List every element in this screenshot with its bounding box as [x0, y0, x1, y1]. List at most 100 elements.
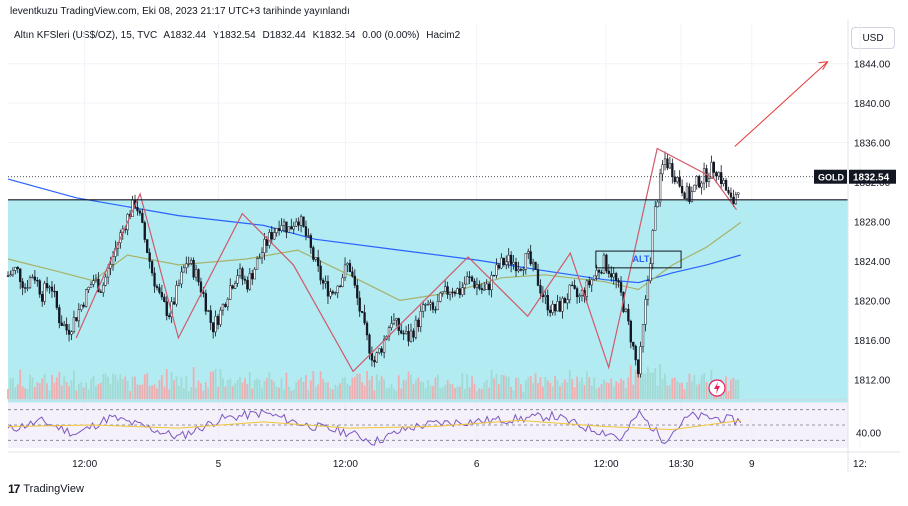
volume-bar [283, 389, 285, 399]
volume-bar [273, 381, 276, 399]
candle-body [75, 317, 78, 322]
open-value: A1832.44 [163, 30, 207, 41]
candle-body [82, 304, 85, 307]
volume-bar [500, 374, 503, 399]
candle-body [480, 288, 483, 291]
volume-bar [412, 383, 415, 399]
volume-bar [424, 388, 427, 399]
volume-bar [148, 385, 151, 399]
candle-body [190, 259, 193, 264]
volume-bar [700, 375, 703, 399]
volume-bar [341, 377, 344, 399]
volume-bar [31, 377, 34, 399]
candle-body [551, 303, 554, 313]
volume-bar [278, 387, 281, 399]
candle-body [111, 256, 115, 265]
volume-bar [522, 392, 525, 399]
candle-body [512, 262, 515, 265]
candle-body [424, 304, 427, 306]
volume-bar [490, 370, 493, 399]
candle-body [629, 320, 632, 343]
candle-body [63, 324, 66, 327]
candle-body [172, 301, 176, 305]
volume-bar [734, 380, 737, 399]
candle-body [41, 294, 44, 302]
candle-body [607, 270, 610, 274]
candle-body [573, 285, 576, 289]
price-tick-label: 1812.00 [854, 375, 891, 386]
candle-body [155, 285, 159, 288]
candle-body [422, 304, 425, 312]
volume-bar [339, 383, 342, 399]
volume-bar [207, 387, 210, 399]
currency-button[interactable]: USD [851, 27, 895, 49]
volume-bar [263, 381, 266, 399]
candle-body [21, 281, 24, 288]
candle-body [517, 269, 520, 272]
volume-bar [456, 386, 459, 399]
candle-body [77, 309, 80, 322]
candle-body [297, 221, 300, 226]
volume-bar [620, 378, 622, 399]
volume-bar [261, 388, 263, 399]
candle-body [329, 291, 332, 297]
time-axis: 12:00 5 12:00 6 12:00 18:30 9 12: [8, 451, 900, 470]
volume-bar [38, 383, 41, 399]
volume-bar [80, 382, 83, 399]
volume-bar [295, 382, 298, 399]
volume-bar [532, 382, 535, 399]
volume-bar [16, 384, 19, 399]
volume-bar [583, 384, 586, 399]
volume-bar [576, 376, 578, 399]
volume-bar [705, 381, 708, 399]
symbol-name[interactable]: Altın KFSleri (US$/OZ), 15, TVC [14, 30, 158, 41]
volume-bar [634, 369, 637, 399]
volume-bar [517, 377, 520, 399]
candle-body [453, 292, 457, 294]
volume-bar [41, 378, 44, 399]
volume-bar [244, 378, 246, 399]
volume-bar [681, 382, 684, 399]
volume-bar [434, 377, 437, 399]
brand-name[interactable]: TradingView [23, 483, 84, 495]
candle-body [153, 272, 156, 287]
candle-body [251, 273, 254, 280]
candle-body [395, 318, 398, 321]
volume-bar [693, 374, 696, 399]
volume-bar [65, 382, 68, 399]
candle-body [536, 269, 540, 286]
candle-body [224, 304, 227, 308]
candle-body [275, 228, 278, 233]
candle-body [321, 279, 325, 284]
volume-bar [678, 383, 681, 399]
volume-bar [690, 381, 693, 399]
volume-bar [358, 373, 361, 399]
time-tick-label: 12:00 [333, 459, 358, 470]
volume-bar [651, 372, 654, 399]
candle-body [671, 163, 674, 177]
volume-bar [698, 383, 701, 399]
volume-bar [309, 380, 312, 399]
volume-bar [14, 387, 17, 399]
volume-bar [48, 390, 51, 399]
price-tick-label: 1840.00 [854, 99, 891, 110]
candle-body [216, 316, 220, 325]
volume-bar [292, 389, 295, 399]
candle-body [568, 284, 571, 300]
volume-bar [732, 377, 735, 399]
volume-bar [217, 386, 219, 399]
candle-body [87, 287, 90, 291]
tradingview-logo[interactable]: 17 [8, 482, 20, 496]
candle-body [72, 317, 76, 333]
volume-bar [344, 377, 346, 399]
volume-bar [466, 374, 469, 399]
change-value: 0.00 (0.00%) [362, 30, 420, 41]
volume-bar [248, 371, 251, 399]
candle-body [426, 303, 430, 306]
candle-body [463, 283, 466, 289]
candle-body [461, 287, 464, 295]
volume-bar [280, 378, 283, 399]
candle-body [546, 295, 549, 311]
price-tick-label: 1820.00 [854, 296, 891, 307]
